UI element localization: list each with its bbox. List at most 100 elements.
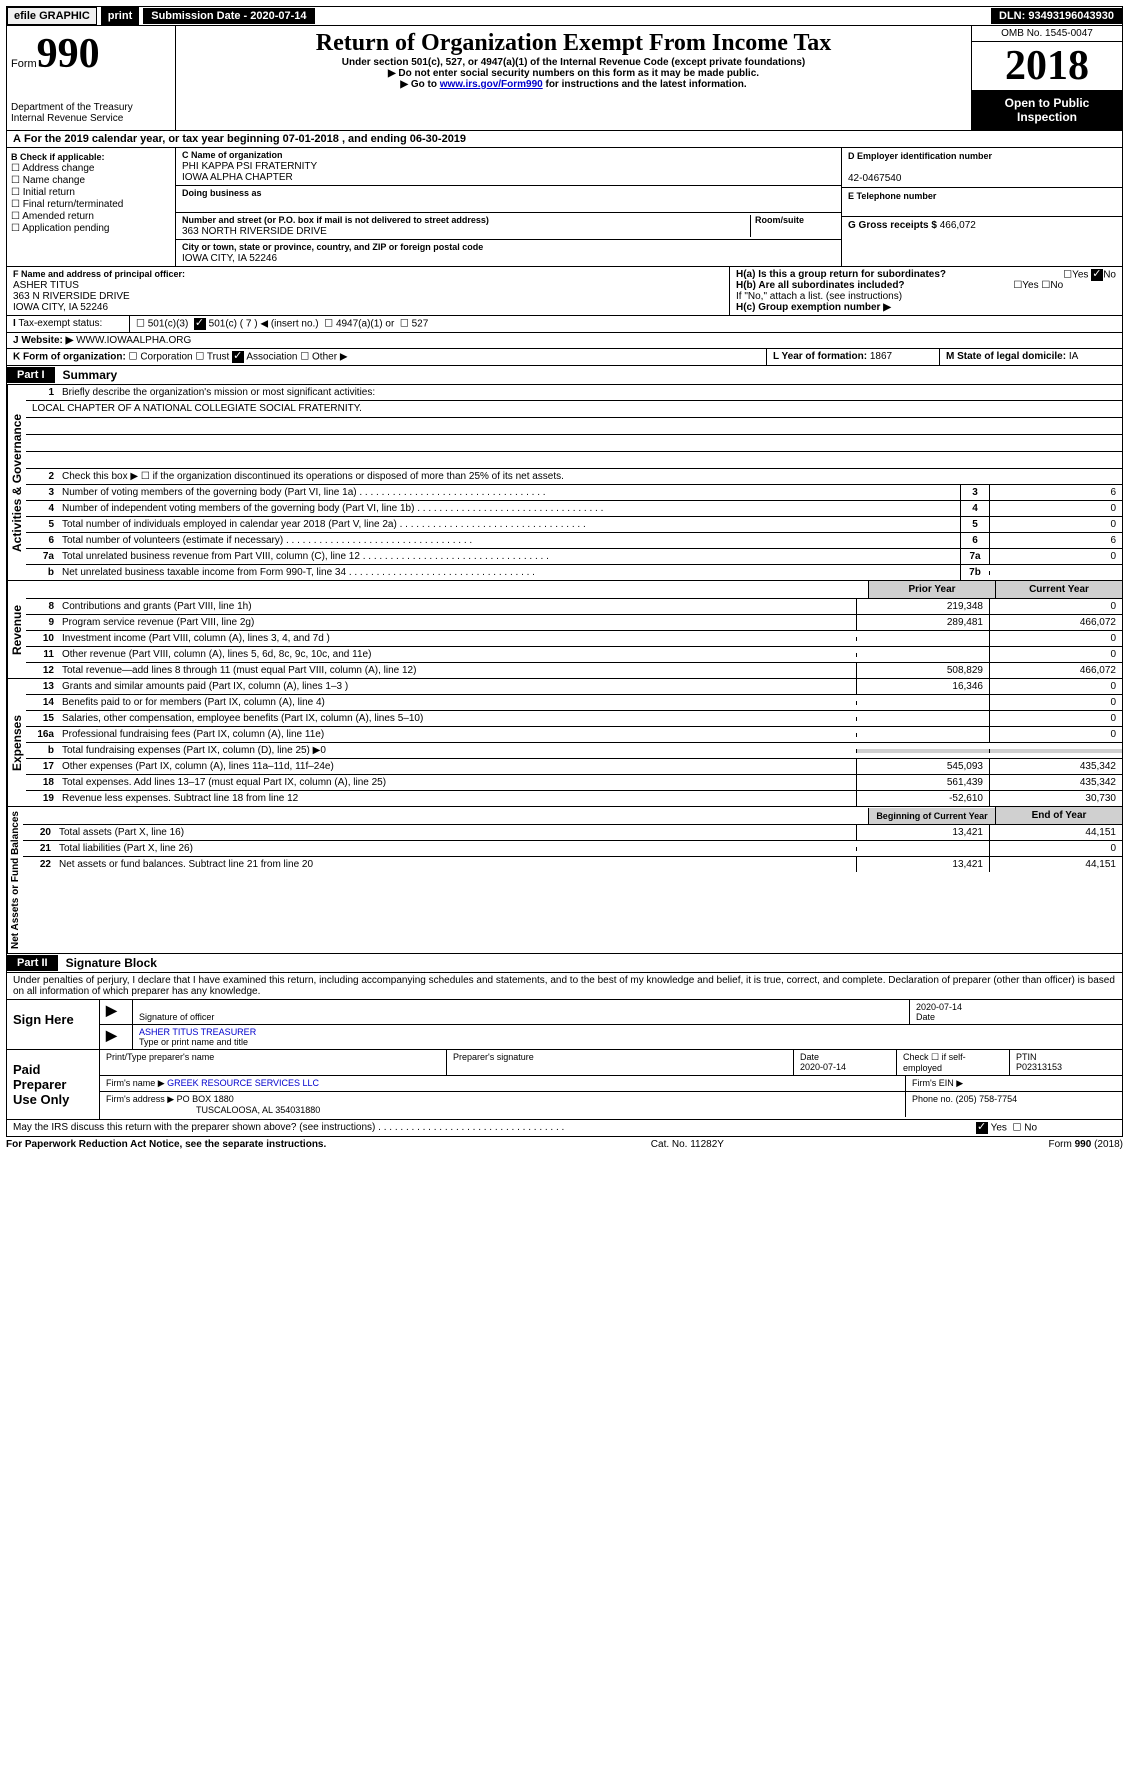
sig-date-lbl: Date [916, 1012, 935, 1022]
chk-pending[interactable]: ☐ Application pending [11, 223, 171, 234]
g-lbl: G Gross receipts $ [848, 220, 937, 231]
h-note: If "No," attach a list. (see instruction… [736, 291, 1116, 302]
paid-lbl: Paid Preparer Use Only [7, 1050, 100, 1119]
line7a: Total unrelated business revenue from Pa… [58, 549, 960, 564]
v3: 6 [989, 485, 1122, 500]
ein: 42-0467540 [848, 173, 901, 184]
chk-name[interactable]: ☐ Name change [11, 175, 171, 186]
v7a: 0 [989, 549, 1122, 564]
city-lbl: City or town, state or province, country… [182, 242, 483, 252]
v4: 0 [989, 501, 1122, 516]
p11 [856, 653, 989, 657]
activities-section: Activities & Governance 1Briefly describ… [6, 385, 1123, 581]
self-employed-chk: Check ☐ if self-employed [897, 1050, 1010, 1075]
sig-date: 2020-07-14 [916, 1002, 962, 1012]
prep-sig-lbl: Preparer's signature [453, 1052, 534, 1062]
firm-city: TUSCALOOSA, AL 354031880 [196, 1105, 320, 1115]
addr-lbl: Number and street (or P.O. box if mail i… [182, 215, 489, 225]
paperwork-notice: For Paperwork Reduction Act Notice, see … [6, 1139, 326, 1150]
b-header: B Check if applicable: [11, 152, 171, 162]
part2-tab: Part II [7, 955, 58, 971]
p13: 16,346 [856, 679, 989, 694]
org-name1: PHI KAPPA PSI FRATERNITY [182, 161, 317, 172]
prep-date: 2020-07-14 [800, 1062, 846, 1072]
l-lbl: L Year of formation: [773, 351, 867, 362]
ptin-lbl: PTIN [1016, 1052, 1037, 1062]
sig-lbl: Signature of officer [139, 1012, 214, 1022]
expenses-section: Expenses 13Grants and similar amounts pa… [6, 679, 1123, 807]
print-button[interactable]: print [101, 7, 139, 25]
gross-receipts: 466,072 [940, 220, 976, 231]
officer-sig-name: ASHER TITUS TREASURER [139, 1027, 256, 1037]
cat-no: Cat. No. 11282Y [651, 1139, 724, 1150]
line13: Grants and similar amounts paid (Part IX… [58, 679, 856, 694]
side-expenses: Expenses [7, 679, 26, 806]
chk-amended[interactable]: ☐ Amended return [11, 211, 171, 222]
row-f-h: F Name and address of principal officer:… [6, 267, 1123, 316]
discuss-text: May the IRS discuss this return with the… [13, 1122, 375, 1133]
beg-hdr: Beginning of Current Year [868, 808, 995, 824]
line6: Total number of volunteers (estimate if … [58, 533, 960, 548]
line15: Salaries, other compensation, employee b… [58, 711, 856, 726]
line7b: Net unrelated business taxable income fr… [58, 565, 960, 580]
omb-number: OMB No. 1545-0047 [972, 26, 1122, 42]
v5: 0 [989, 517, 1122, 532]
c20: 44,151 [989, 825, 1122, 840]
mission-text: LOCAL CHAPTER OF A NATIONAL COLLEGIATE S… [26, 401, 1122, 418]
c15: 0 [989, 711, 1122, 726]
efile-button[interactable]: efile GRAPHIC [7, 7, 97, 25]
part1-header: Part I Summary [6, 366, 1123, 385]
part1-tab: Part I [7, 367, 55, 383]
p15 [856, 717, 989, 721]
irs-link[interactable]: www.irs.gov/Form990 [440, 79, 543, 90]
line4: Number of independent voting members of … [58, 501, 960, 516]
line17: Other expenses (Part IX, column (A), lin… [58, 759, 856, 774]
c22: 44,151 [989, 857, 1122, 872]
line16a: Professional fundraising fees (Part IX, … [58, 727, 856, 742]
chk-address[interactable]: ☐ Address change [11, 163, 171, 174]
c8: 0 [989, 599, 1122, 614]
line19: Revenue less expenses. Subtract line 18 … [58, 791, 856, 806]
line18: Total expenses. Add lines 13–17 (must eq… [58, 775, 856, 790]
street-address: 363 NORTH RIVERSIDE DRIVE [182, 226, 327, 237]
line16b: Total fundraising expenses (Part IX, col… [58, 743, 856, 758]
c13: 0 [989, 679, 1122, 694]
paid-preparer-block: Paid Preparer Use Only Print/Type prepar… [6, 1050, 1123, 1120]
sign-here-block: Sign Here ▶ Signature of officer 2020-07… [6, 1000, 1123, 1050]
line21: Total liabilities (Part X, line 26) [55, 841, 856, 856]
discuss-row: May the IRS discuss this return with the… [6, 1120, 1123, 1137]
k-lbl: K Form of organization: [13, 352, 126, 363]
p22: 13,421 [856, 857, 989, 872]
firm-phone: (205) 758-7754 [956, 1094, 1018, 1104]
tax-exempt-lbl: Tax-exempt status: [18, 318, 102, 329]
line20: Total assets (Part X, line 16) [55, 825, 856, 840]
c11: 0 [989, 647, 1122, 662]
chk-initial[interactable]: ☐ Initial return [11, 187, 171, 198]
subtitle-3: ▶ Go to www.irs.gov/Form990 for instruct… [180, 79, 967, 90]
website: WWW.IOWAALPHA.ORG [76, 335, 191, 346]
p14 [856, 701, 989, 705]
line5: Total number of individuals employed in … [58, 517, 960, 532]
f-lbl: F Name and address of principal officer: [13, 269, 185, 279]
line-a: A For the 2019 calendar year, or tax yea… [6, 131, 1123, 148]
line3: Number of voting members of the governin… [58, 485, 960, 500]
c12: 466,072 [989, 663, 1122, 678]
hb: H(b) Are all subordinates included? ☐Yes… [736, 280, 1116, 291]
c17: 435,342 [989, 759, 1122, 774]
page-footer: For Paperwork Reduction Act Notice, see … [6, 1137, 1123, 1152]
p21 [856, 847, 989, 851]
p18: 561,439 [856, 775, 989, 790]
end-hdr: End of Year [995, 807, 1122, 824]
prior-hdr: Prior Year [868, 581, 995, 598]
hc: H(c) Group exemption number ▶ [736, 302, 1116, 313]
yes-lbl: Yes [991, 1123, 1007, 1134]
top-bar: efile GRAPHIC print Submission Date - 20… [6, 6, 1123, 26]
p8: 219,348 [856, 599, 989, 614]
org-name2: IOWA ALPHA CHAPTER [182, 172, 293, 183]
p19: -52,610 [856, 791, 989, 806]
form-word: Form [11, 58, 37, 70]
chk-final[interactable]: ☐ Final return/terminated [11, 199, 171, 210]
submission-date: Submission Date - 2020-07-14 [143, 8, 314, 24]
c19: 30,730 [989, 791, 1122, 806]
row-i: I Tax-exempt status: ☐ 501(c)(3) 501(c) … [6, 316, 1123, 333]
